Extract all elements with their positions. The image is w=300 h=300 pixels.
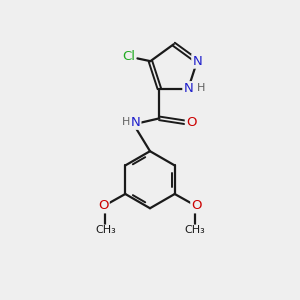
Text: N: N	[183, 82, 193, 95]
Text: CH₃: CH₃	[184, 225, 205, 236]
Text: N: N	[192, 55, 202, 68]
Text: Cl: Cl	[122, 50, 135, 63]
Text: O: O	[186, 116, 196, 129]
Text: H: H	[197, 83, 205, 93]
Text: CH₃: CH₃	[95, 225, 116, 236]
Text: N: N	[131, 116, 140, 129]
Text: O: O	[98, 200, 109, 212]
Text: H: H	[122, 117, 130, 127]
Text: O: O	[191, 200, 202, 212]
